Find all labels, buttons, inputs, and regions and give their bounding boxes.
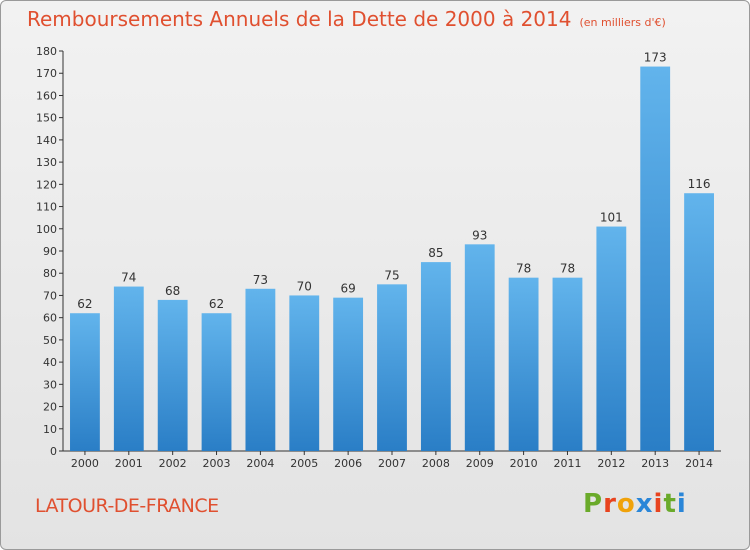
x-tick-label-2011: 2011 — [553, 457, 581, 470]
y-tick-label: 180 — [36, 45, 57, 58]
commune-name: LATOUR-DE-FRANCE — [35, 495, 219, 517]
bar-2010 — [508, 277, 539, 451]
value-label-2000: 62 — [77, 297, 92, 311]
x-tick-label-2003: 2003 — [203, 457, 231, 470]
x-tick-label-2005: 2005 — [290, 457, 318, 470]
bars — [70, 66, 714, 452]
bar-2009 — [464, 244, 495, 451]
y-tick-label: 70 — [43, 289, 57, 302]
y-tick-label: 80 — [43, 267, 57, 280]
chart-title: Remboursements Annuels de la Dette de 20… — [27, 7, 666, 31]
chart-title-text: Remboursements Annuels de la Dette de 20… — [27, 7, 572, 31]
y-tick-label: 150 — [36, 112, 57, 125]
logo-letter: P — [583, 489, 604, 519]
chart-subtitle: (en milliers d'€) — [579, 16, 666, 29]
y-tick-label: 60 — [43, 312, 57, 325]
bar-2008 — [420, 262, 451, 451]
y-tick-label: 40 — [43, 356, 57, 369]
value-label-2003: 62 — [209, 297, 224, 311]
bar-2004 — [245, 288, 276, 451]
bar-2001 — [113, 286, 144, 451]
y-tick-label: 160 — [36, 89, 57, 102]
x-tick-label-2004: 2004 — [246, 457, 274, 470]
x-tick-label-2007: 2007 — [378, 457, 406, 470]
value-label-2002: 68 — [165, 284, 180, 298]
x-tick-label-2000: 2000 — [71, 457, 99, 470]
proxiti-logo: Proxiti — [583, 489, 687, 519]
y-tick-label: 0 — [50, 445, 57, 458]
value-label-2006: 69 — [340, 282, 355, 296]
logo-letter: r — [603, 489, 617, 519]
y-tick-label: 30 — [43, 378, 57, 391]
bar-2011 — [552, 277, 583, 451]
x-tick-label-2012: 2012 — [597, 457, 625, 470]
bar-2003 — [201, 313, 232, 451]
bar-2005 — [289, 295, 320, 451]
logo-letter: i — [653, 489, 664, 519]
logo-letter: t — [663, 489, 677, 519]
y-axis: 0 10 20 30 40 50 60 70 80 90 100 110 120 130 140 150 160… — [36, 45, 64, 458]
y-tick-label: 140 — [36, 134, 57, 147]
x-tick-label-2006: 2006 — [334, 457, 362, 470]
x-tick-label-2008: 2008 — [422, 457, 450, 470]
y-tick-label: 20 — [43, 401, 57, 414]
value-label-2005: 70 — [297, 279, 312, 293]
y-tick-label: 120 — [36, 178, 57, 191]
bar-2012 — [596, 226, 627, 451]
y-tick-label: 170 — [36, 67, 57, 80]
x-tick-label-2013: 2013 — [641, 457, 669, 470]
bar-2007 — [377, 284, 407, 451]
value-label-2004: 73 — [253, 273, 268, 287]
x-axis: 2000 2001 2002 2003 2004 2005 2006 2007 2008 2009… — [63, 450, 721, 470]
data-labels: 62 74 68 62 73 70 69 75 85 93 78 78 101 173 116 — [77, 51, 710, 312]
value-label-2007: 75 — [384, 268, 399, 282]
x-tick-label-2014: 2014 — [685, 457, 713, 470]
value-label-2014: 116 — [688, 177, 711, 191]
x-tick-label-2002: 2002 — [159, 457, 187, 470]
x-tick-label-2001: 2001 — [115, 457, 143, 470]
bar-2014 — [684, 193, 714, 451]
y-tick-label: 50 — [43, 334, 57, 347]
value-label-2008: 85 — [428, 246, 443, 260]
value-label-2012: 101 — [600, 211, 623, 225]
bar-2000 — [70, 313, 100, 451]
bar-2013 — [640, 66, 671, 452]
logo-letter: i — [676, 489, 687, 519]
logo-letter: x — [635, 489, 654, 519]
value-label-2011: 78 — [560, 262, 575, 276]
logo-letter: o — [616, 489, 636, 519]
bar-2002 — [157, 299, 188, 451]
x-tick-label-2010: 2010 — [510, 457, 538, 470]
value-label-2013: 173 — [644, 51, 667, 65]
value-label-2010: 78 — [516, 262, 531, 276]
bar-2006 — [333, 297, 364, 451]
x-tick-label-2009: 2009 — [466, 457, 494, 470]
value-label-2001: 74 — [121, 271, 136, 285]
y-tick-label: 100 — [36, 223, 57, 236]
y-tick-label: 10 — [43, 423, 57, 436]
y-tick-label: 110 — [36, 201, 57, 214]
y-tick-label: 130 — [36, 156, 57, 169]
y-tick-label: 90 — [43, 245, 57, 258]
value-label-2009: 93 — [472, 228, 487, 242]
